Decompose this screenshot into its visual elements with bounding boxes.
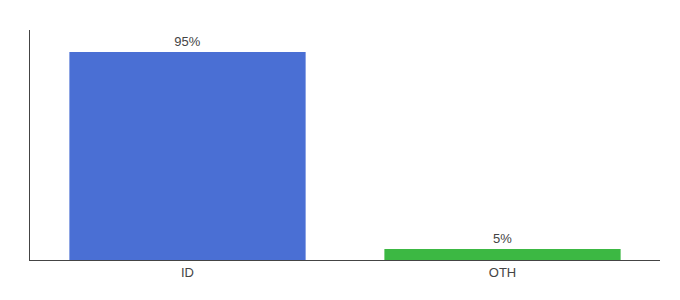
svg-text:ID: ID xyxy=(181,265,194,280)
svg-text:OTH: OTH xyxy=(489,265,516,280)
svg-text:5%: 5% xyxy=(493,231,512,246)
svg-text:95%: 95% xyxy=(174,34,200,49)
